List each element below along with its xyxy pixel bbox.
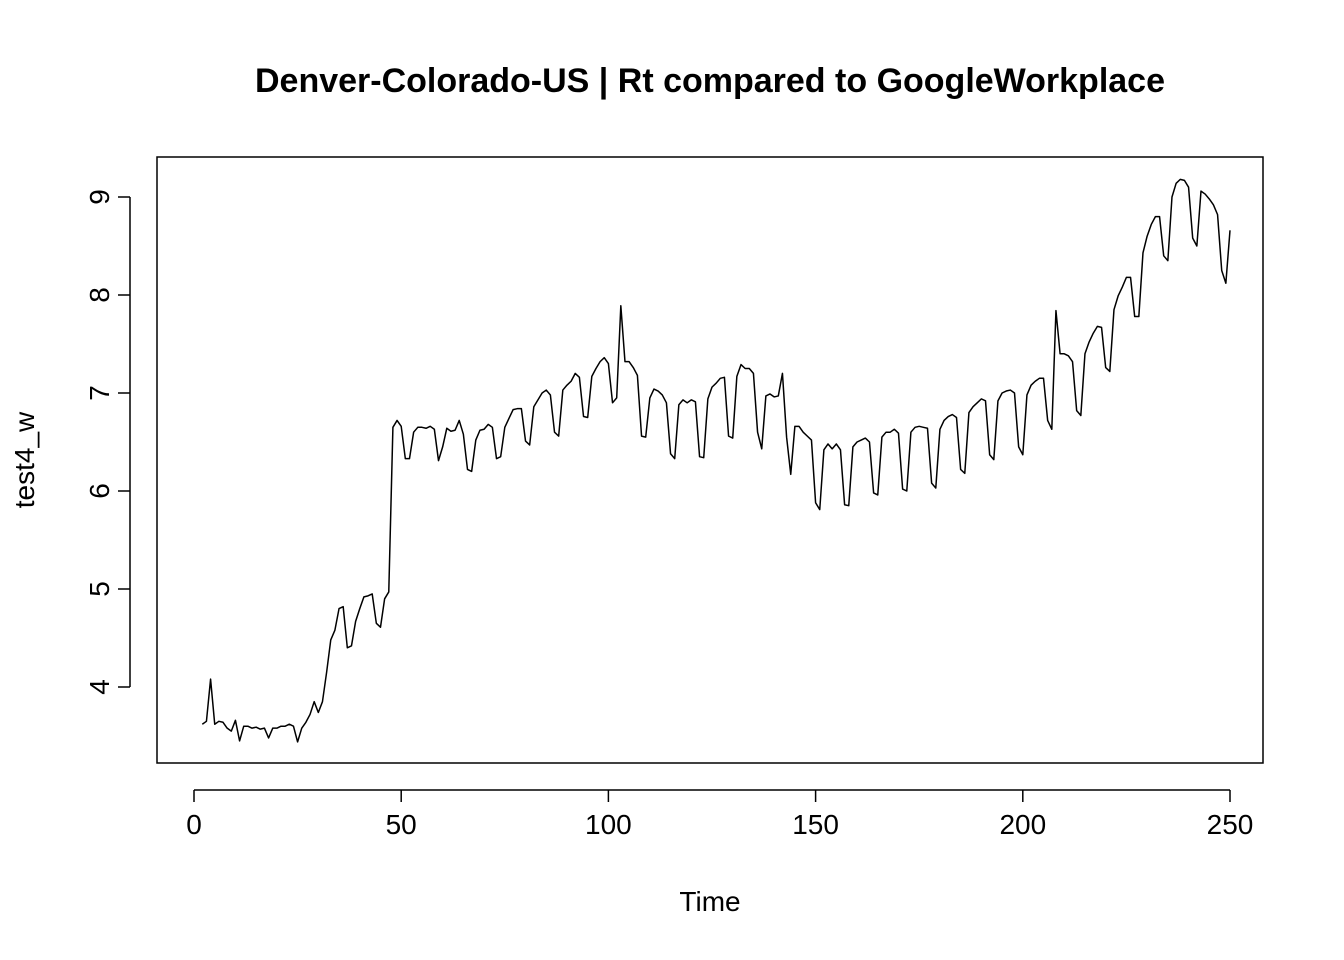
y-axis-label: test4_w [9, 411, 40, 508]
y-tick-label: 7 [84, 385, 115, 401]
y-tick-label: 4 [84, 679, 115, 695]
series-line [201, 178, 1231, 743]
x-tick-label: 100 [585, 809, 632, 840]
x-tick-label: 200 [999, 809, 1046, 840]
x-axis-label: Time [679, 886, 740, 917]
y-tick-label: 9 [84, 189, 115, 205]
y-tick-label: 5 [84, 581, 115, 597]
x-tick-label: 0 [186, 809, 202, 840]
x-tick-label: 50 [386, 809, 417, 840]
chart-title: Denver-Colorado-US | Rt compared to Goog… [255, 62, 1165, 100]
x-tick-label: 150 [792, 809, 839, 840]
x-tick-label: 250 [1207, 809, 1254, 840]
y-tick-label: 6 [84, 483, 115, 499]
plot-frame [156, 156, 1264, 764]
y-tick-label: 8 [84, 287, 115, 303]
x-axis: 0 50 100 150 200 250 [186, 789, 1254, 840]
y-axis: 4 5 6 7 8 9 [84, 189, 131, 695]
